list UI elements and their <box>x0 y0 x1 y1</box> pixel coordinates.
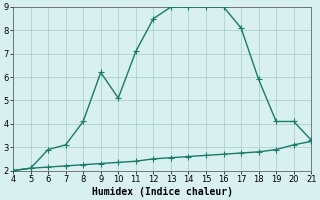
X-axis label: Humidex (Indice chaleur): Humidex (Indice chaleur) <box>92 186 233 197</box>
